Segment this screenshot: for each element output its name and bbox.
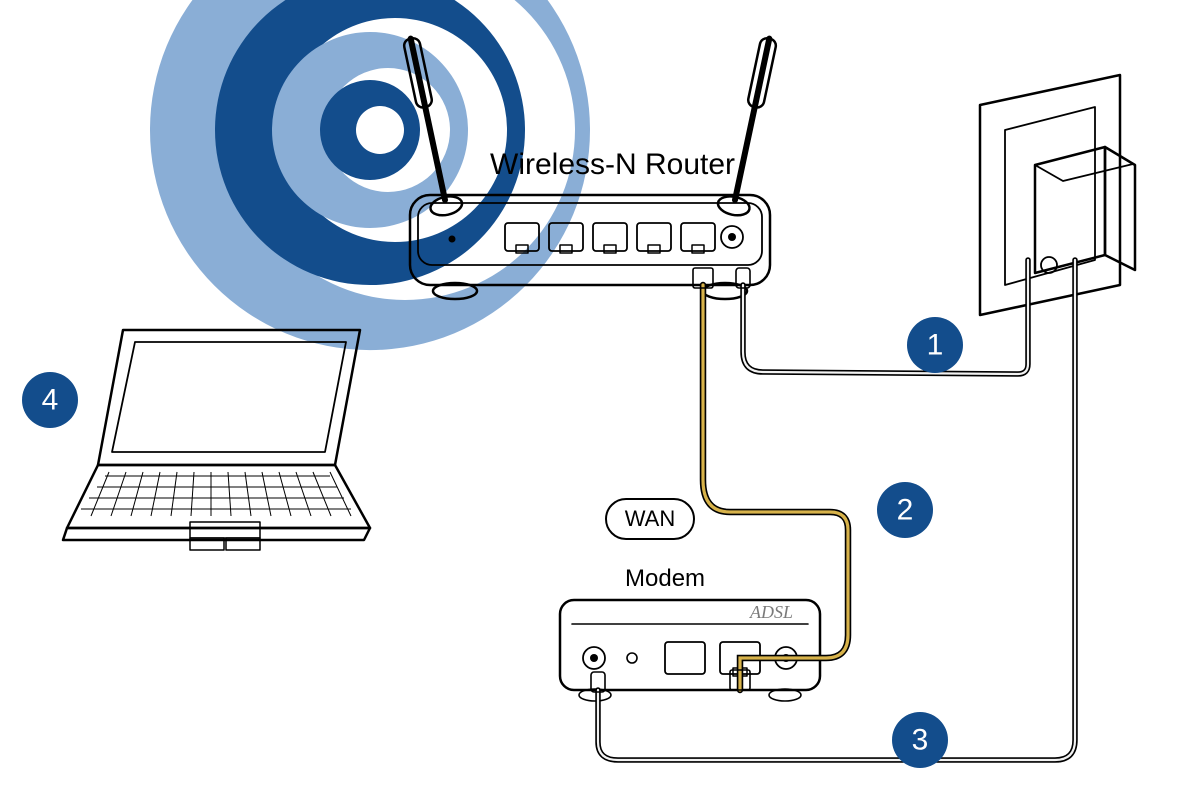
step-3-badge: 3	[892, 712, 948, 768]
modem-icon: ADSL	[560, 600, 820, 701]
setup-diagram: ADSL 1 2 3 4	[0, 0, 1200, 800]
svg-text:1: 1	[927, 329, 944, 362]
svg-text:4: 4	[42, 384, 59, 417]
svg-text:2: 2	[897, 494, 914, 527]
step-1-badge: 1	[907, 317, 963, 373]
router-label: Wireless-N Router	[490, 148, 735, 182]
wall-outlet-icon	[980, 75, 1135, 315]
svg-text:ADSL: ADSL	[749, 602, 793, 622]
step-4-badge: 4	[22, 372, 78, 428]
laptop-icon	[63, 330, 370, 550]
svg-text:3: 3	[912, 724, 929, 757]
step-2-badge: 2	[877, 482, 933, 538]
wan-label: WAN	[605, 498, 695, 540]
modem-label: Modem	[625, 565, 705, 593]
step-badges: 1 2 3 4	[22, 317, 963, 768]
